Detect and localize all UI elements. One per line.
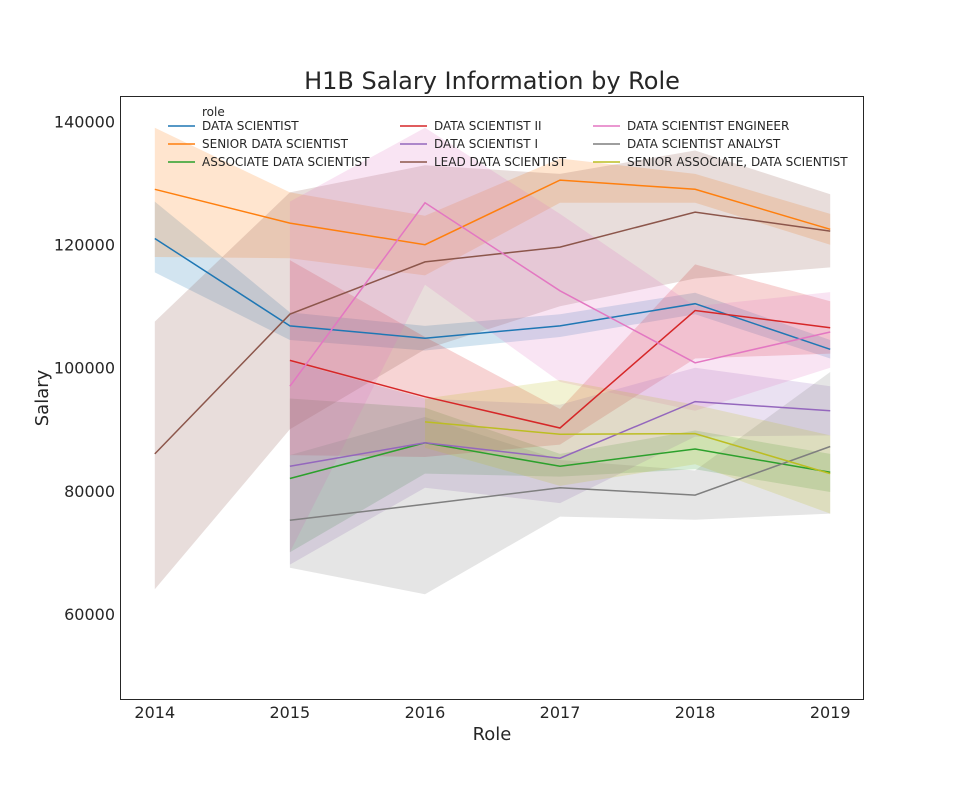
band-senior-associate-data-scientist bbox=[425, 380, 831, 514]
y-tick-label: 60000 bbox=[64, 605, 115, 624]
x-axis-ticks: 2014 2015 2016 2017 2018 2019 bbox=[134, 703, 850, 722]
y-axis-label: Salary bbox=[32, 369, 53, 426]
line-data-scientist bbox=[154, 237, 831, 351]
band-data-scientist-i bbox=[289, 361, 831, 565]
band-data-scientist bbox=[154, 201, 831, 359]
legend: role DATA SCIENTIST SENIOR DATA SCIENTIST… bbox=[168, 105, 848, 169]
series-lines bbox=[154, 179, 831, 522]
band-data-scientist-ii bbox=[289, 260, 831, 457]
line-senior-associate-data-scientist bbox=[424, 421, 831, 475]
band-associate-data-scientist bbox=[289, 398, 831, 553]
y-tick-label: 140000 bbox=[54, 113, 115, 132]
line-senior-data-scientist bbox=[154, 179, 831, 246]
line-data-scientist-analyst bbox=[289, 445, 831, 522]
line-data-scientist-engineer bbox=[289, 201, 831, 387]
x-tick-label: 2018 bbox=[675, 703, 716, 722]
x-axis-label: Role bbox=[473, 724, 512, 745]
line-lead-data-scientist bbox=[154, 211, 831, 455]
line-data-scientist-i bbox=[289, 400, 831, 467]
x-tick-label: 2016 bbox=[405, 703, 446, 722]
y-tick-label: 120000 bbox=[54, 236, 115, 255]
x-tick-label: 2017 bbox=[540, 703, 581, 722]
band-data-scientist-engineer bbox=[289, 127, 831, 553]
band-data-scientist-analyst bbox=[289, 372, 831, 595]
x-tick-label: 2019 bbox=[810, 703, 851, 722]
chart-title: H1B Salary Information by Role bbox=[304, 67, 680, 95]
legend-label-lead-data-scientist: LEAD DATA SCIENTIST bbox=[434, 155, 567, 169]
legend-label-data-scientist-analyst: DATA SCIENTIST ANALYST bbox=[627, 137, 781, 151]
confidence-bands bbox=[154, 127, 831, 595]
x-tick-label: 2015 bbox=[270, 703, 311, 722]
legend-label-senior-data-scientist: SENIOR DATA SCIENTIST bbox=[202, 137, 349, 151]
legend-label-senior-associate-data-scientist: SENIOR ASSOCIATE, DATA SCIENTIST bbox=[627, 155, 848, 169]
legend-title: role bbox=[202, 105, 225, 119]
y-tick-label: 80000 bbox=[64, 482, 115, 501]
y-axis-ticks: 60000 80000 100000 120000 140000 bbox=[54, 113, 115, 624]
legend-label-data-scientist-i: DATA SCIENTIST I bbox=[434, 137, 538, 151]
legend-label-data-scientist-ii: DATA SCIENTIST II bbox=[434, 119, 542, 133]
line-data-scientist-ii bbox=[289, 309, 831, 429]
x-tick-label: 2014 bbox=[134, 703, 175, 722]
band-lead-data-scientist bbox=[154, 150, 831, 590]
line-associate-data-scientist bbox=[289, 442, 831, 480]
legend-label-data-scientist: DATA SCIENTIST bbox=[202, 119, 299, 133]
band-senior-data-scientist bbox=[154, 127, 831, 276]
plot-frame bbox=[120, 96, 864, 700]
legend-label-associate-data-scientist: ASSOCIATE DATA SCIENTIST bbox=[202, 155, 370, 169]
y-tick-label: 100000 bbox=[54, 359, 115, 378]
legend-label-data-scientist-engineer: DATA SCIENTIST ENGINEER bbox=[627, 119, 789, 133]
